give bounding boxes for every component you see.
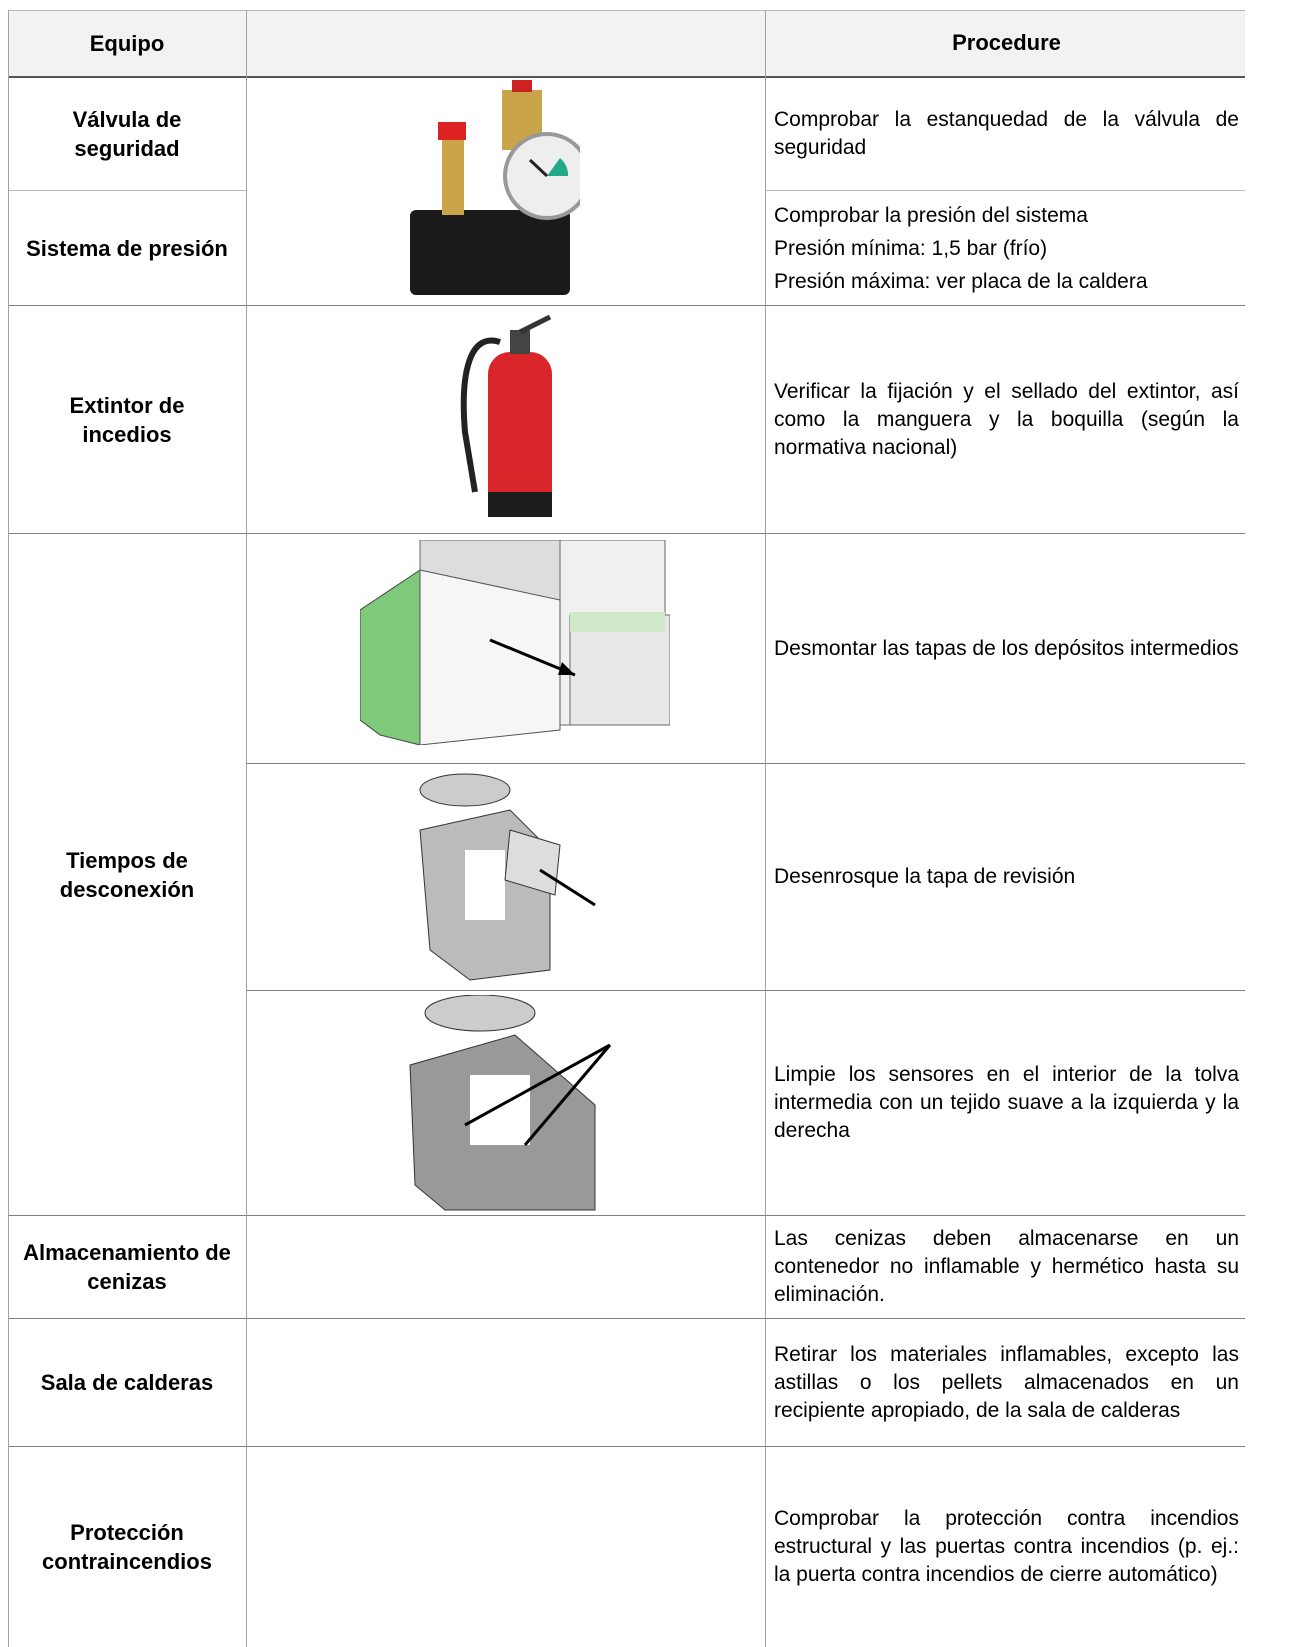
procedure-text: Limpie los sensores en el interior de la… (774, 1063, 1239, 1142)
header-cell: Equipo (89, 30, 165, 56)
procedure-text: Desenrosque la tapa de revisión (774, 865, 1076, 888)
table-border (8, 190, 246, 191)
procedure-text: Desmontar las tapas de los depósitos int… (774, 636, 1239, 660)
procedure-text: Las cenizas deben almacenarse en un cont… (774, 1227, 1239, 1306)
header-cell: Procedure (765, 10, 1245, 76)
table-border (765, 190, 1245, 191)
table-border (8, 1446, 1245, 1447)
equipment-cell: Tiempos de desconexión (59, 847, 195, 902)
procedure-cell: Comprobar la protección contra incendios… (765, 1447, 1245, 1647)
hopper-image (419, 773, 596, 981)
procedure-cell: Verificar la fijación y el sellado del e… (765, 306, 1245, 533)
procedure-cell: Las cenizas deben almacenarse en un cont… (765, 1216, 1245, 1318)
table-border (8, 1215, 1245, 1216)
table-border (246, 763, 1245, 764)
table-border (8, 10, 1245, 11)
procedure-cell: Desmontar las tapas de los depósitos int… (765, 534, 1245, 763)
table-border (246, 990, 1245, 991)
table-border (765, 10, 766, 1647)
procedure-cell: Limpie los sensores en el interior de la… (765, 991, 1245, 1215)
extinguisher-image (460, 314, 552, 517)
equipment-cell: Protección contraincendios (42, 1520, 212, 1574)
safety-group-image (410, 80, 580, 295)
procedure-cell: Retirar los materiales inflamables, exce… (765, 1319, 1245, 1446)
procedure-text: Retirar los materiales inflamables, exce… (774, 1342, 1239, 1422)
table-border (8, 10, 9, 1647)
procedure-text: Comprobar la presión del sistema (774, 203, 1088, 227)
procedure-text: Presión máxima: ver placa de la caldera (774, 269, 1148, 293)
table-border (8, 533, 1245, 534)
procedure-cell: Comprobar la presión del sistema Presión… (765, 191, 1245, 305)
table-border (8, 305, 1245, 306)
table-border (8, 76, 1245, 78)
table-border (246, 10, 247, 1647)
equipment-cell: Válvula de seguridad (72, 106, 182, 161)
boiler-image (360, 540, 670, 745)
procedure-text: Comprobar la estanquedad de la válvula d… (774, 107, 1239, 159)
header-bg (8, 10, 1245, 76)
procedure-text: Presión mínima: 1,5 bar (frío) (774, 236, 1048, 260)
header-text: Procedure (952, 30, 1061, 55)
equipment-cell: Sistema de presión (26, 235, 228, 261)
equipment-cell: Sala de calderas (40, 1370, 214, 1395)
procedure-text: Comprobar la protección contra incendios… (774, 1507, 1239, 1586)
procedure-cell: Comprobar la estanquedad de la válvula d… (765, 77, 1245, 190)
equipment-cell: Extintor de incedios (69, 392, 185, 447)
equipment-cell: Almacenamiento de cenizas (23, 1240, 231, 1294)
procedure-text: Verificar la fijación y el sellado del e… (774, 379, 1239, 459)
hopper-image (409, 995, 612, 1211)
procedure-cell: Desenrosque la tapa de revisión (765, 764, 1245, 990)
table-border (8, 1318, 1245, 1319)
